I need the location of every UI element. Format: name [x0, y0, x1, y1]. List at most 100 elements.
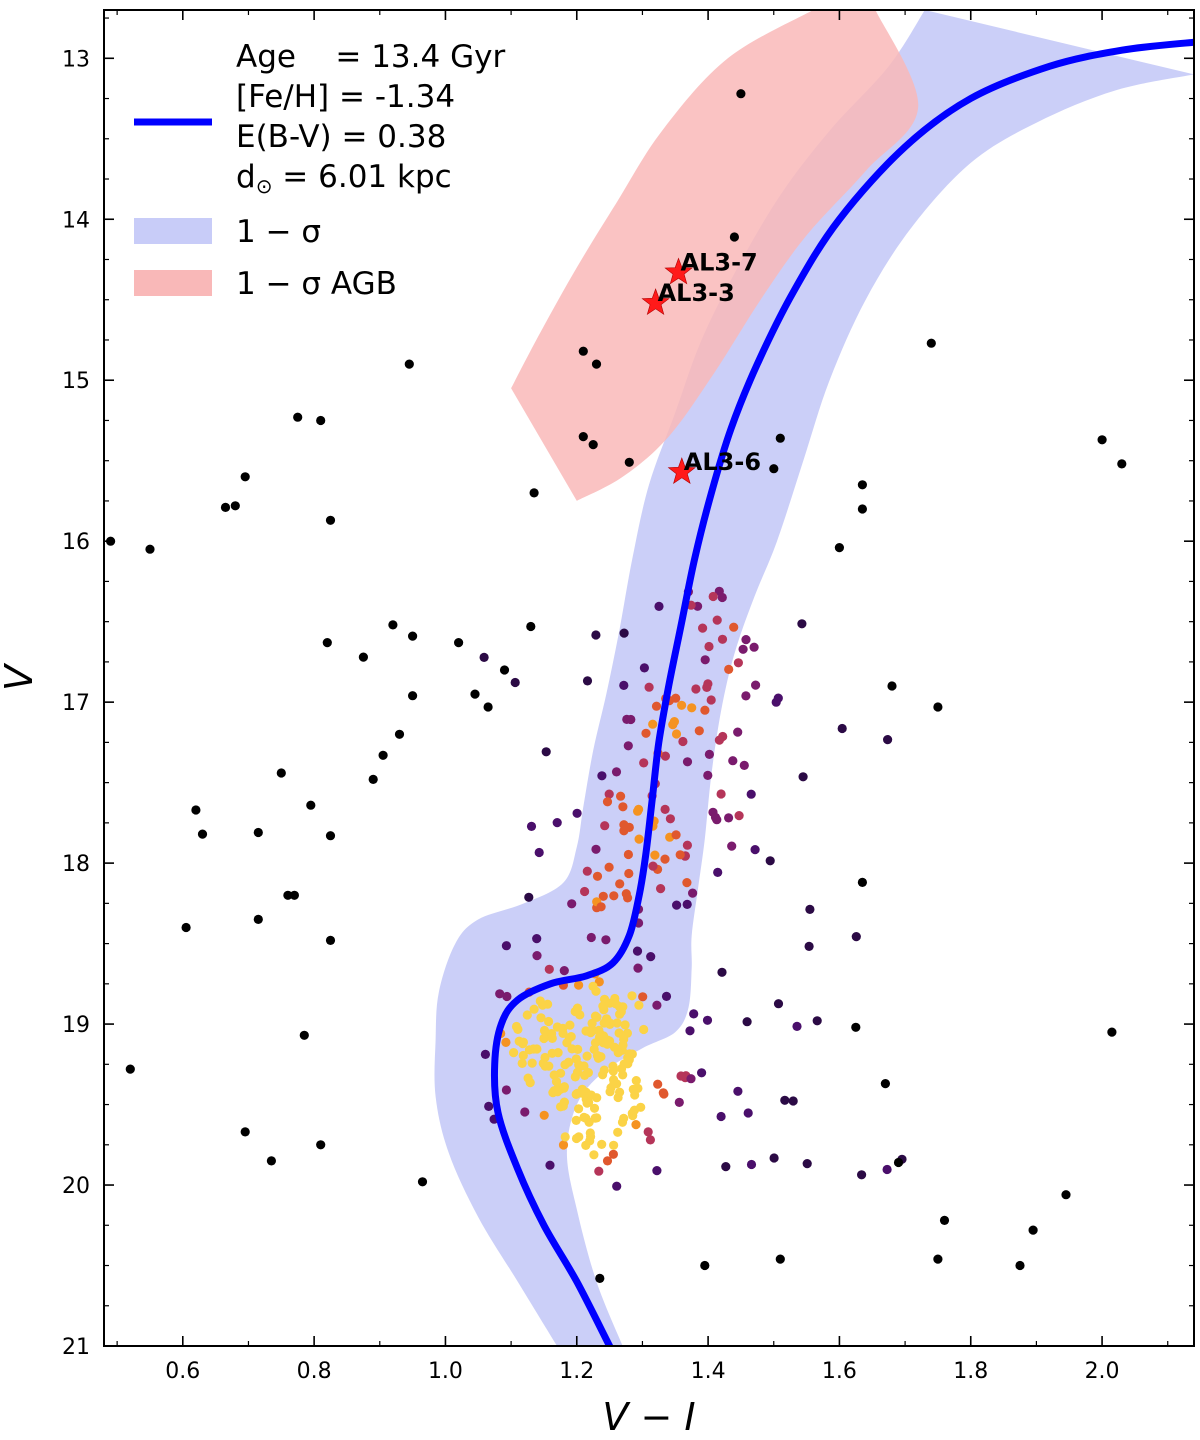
cluster-member-point [710, 812, 721, 823]
y-tick-label: 14 [62, 208, 90, 233]
cluster-member-point [579, 1112, 589, 1122]
field-star-point [729, 232, 740, 242]
cluster-member-point [639, 663, 650, 673]
cluster-member-point [634, 1000, 644, 1010]
cluster-member-point [751, 680, 761, 690]
field-star-point [1117, 459, 1127, 469]
cluster-member-point [654, 601, 664, 612]
cluster-member-point [716, 1111, 726, 1122]
cluster-member-point [746, 1159, 757, 1170]
field-star-point [325, 515, 336, 525]
cluster-member-point [501, 1085, 511, 1095]
field-star-point [325, 935, 336, 946]
cluster-member-point [518, 1050, 528, 1061]
field-star-point [253, 827, 263, 838]
field-star-point [834, 543, 845, 553]
cluster-member-point [688, 888, 698, 898]
x-tick-label: 1.2 [559, 1359, 594, 1384]
cluster-member-point [587, 1018, 597, 1028]
cluster-member-point [857, 1170, 867, 1180]
x-axis-title: V − I [602, 1395, 695, 1439]
cluster-member-point [694, 726, 704, 736]
cluster-member-point [619, 680, 629, 691]
cluster-member-point [627, 991, 637, 1001]
field-star-point [125, 1064, 135, 1074]
cluster-member-point [558, 1140, 569, 1150]
cluster-member-point [750, 845, 760, 855]
cluster-member-point [700, 655, 710, 665]
cluster-member-point [552, 818, 562, 828]
cluster-member-point [851, 932, 861, 942]
cluster-member-point [698, 623, 708, 633]
cluster-member-point [609, 1140, 619, 1150]
cluster-member-point [639, 758, 649, 768]
star-label-al3-6: AL3-6 [684, 448, 761, 476]
cluster-member-point [591, 630, 601, 640]
plot-frame [103, 9, 1195, 1347]
cluster-member-point [574, 1104, 584, 1114]
cluster-member-point [685, 1026, 695, 1036]
one-sigma-agb-band [511, 10, 919, 501]
cluster-member-point [741, 635, 751, 645]
y-tick-label: 21 [62, 1335, 90, 1360]
cluster-member-point [739, 760, 749, 771]
cluster-member-point [678, 736, 688, 747]
field-star-point [388, 620, 398, 630]
field-star-point [1097, 435, 1107, 445]
cluster-member-point [741, 691, 751, 701]
cluster-member-point [633, 963, 643, 973]
cluster-member-point [579, 1061, 589, 1071]
cluster-member-point [623, 741, 633, 751]
cluster-member-point [749, 642, 759, 652]
field-star-point [933, 1254, 943, 1264]
field-star-point [404, 359, 414, 369]
x-axis-ticks: 0.6 0.8 1.0 1.2 1.4 1.6 1.8 2.0 [116, 10, 1169, 1384]
field-star-point [266, 1156, 276, 1166]
field-star-point [316, 415, 326, 426]
cluster-member-point [626, 714, 636, 725]
field-star-point [893, 1157, 904, 1168]
star-marker-al3-6 [667, 457, 696, 485]
cluster-member-point [712, 615, 722, 625]
cluster-member-point [773, 693, 783, 703]
cluster-member-point [721, 1162, 731, 1172]
cluster-member-point [559, 966, 569, 976]
cluster-member-point [743, 1108, 753, 1118]
field-star-point [1061, 1190, 1071, 1200]
cluster-member-point [558, 1028, 568, 1038]
cluster-member-point [604, 862, 614, 872]
field-star-point [1107, 1027, 1117, 1037]
legend-one-sigma-agb-swatch [134, 270, 212, 296]
cluster-member-point [788, 1096, 798, 1106]
cluster-member-point [484, 1101, 494, 1111]
field-star-point [283, 890, 293, 900]
field-star-point [775, 1254, 785, 1264]
cluster-member-point [528, 1044, 539, 1054]
cluster-member-point [682, 899, 692, 910]
cluster-member-point [643, 1127, 653, 1137]
legend-ebv: E(B-V) = 0.38 [236, 119, 446, 155]
cluster-member-point [536, 1013, 546, 1023]
cluster-member-point [529, 1004, 539, 1014]
field-star-point [322, 638, 332, 648]
cluster-member-point [727, 841, 737, 851]
highlighted-stars: AL3-7 AL3-3 AL3-6 [641, 248, 761, 485]
x-tick-label: 1.8 [953, 1359, 988, 1384]
field-star-point [933, 702, 943, 712]
cluster-member-point [718, 731, 728, 742]
cluster-member-point [612, 1181, 622, 1191]
cluster-member-point [582, 1051, 592, 1061]
cluster-member-point [608, 1149, 619, 1159]
star-marker-al3-7 [664, 257, 693, 285]
cluster-member-point [609, 891, 619, 901]
cluster-member-point [538, 1000, 548, 1010]
cluster-member-point [620, 1020, 630, 1030]
cluster-member-point [601, 935, 611, 945]
cluster-member-point [660, 751, 671, 761]
cluster-member-point [651, 701, 662, 711]
cluster-member-point [574, 980, 584, 990]
cluster-member-point [501, 941, 511, 951]
cluster-member-point [742, 1017, 752, 1027]
cluster-member-point [702, 682, 712, 693]
